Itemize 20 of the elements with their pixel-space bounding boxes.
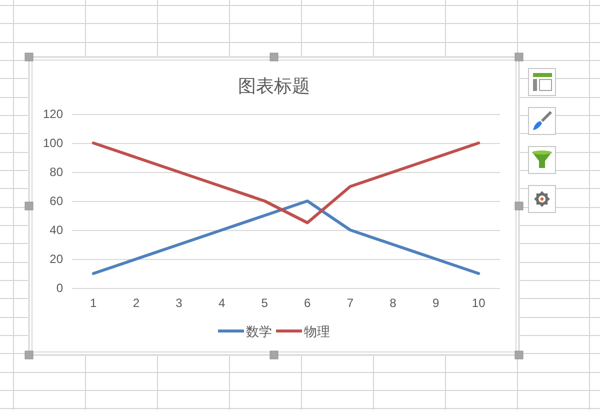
y-tick-label: 20 xyxy=(50,252,64,266)
y-tick-label: 0 xyxy=(56,281,64,295)
x-tick-label: 1 xyxy=(90,296,98,310)
legend-label: 物理 xyxy=(304,324,330,339)
x-tick-label: 4 xyxy=(218,296,226,310)
x-tick-label: 8 xyxy=(390,296,397,310)
y-tick-label: 120 xyxy=(42,107,64,121)
x-tick-label: 2 xyxy=(132,296,140,310)
x-tick-label: 6 xyxy=(304,296,312,310)
x-tick-label: 7 xyxy=(346,296,354,310)
y-tick-label: 100 xyxy=(42,136,64,150)
x-tick-label: 3 xyxy=(176,296,183,310)
x-tick-label: 5 xyxy=(261,296,268,310)
y-tick-label: 40 xyxy=(50,223,64,237)
legend-label: 数学 xyxy=(246,324,272,339)
x-tick-label: 10 xyxy=(472,296,486,310)
y-tick-label: 80 xyxy=(50,165,64,179)
x-tick-label: 9 xyxy=(432,296,440,310)
y-tick-label: 60 xyxy=(50,194,64,208)
chart-title: 图表标题 xyxy=(238,76,310,96)
